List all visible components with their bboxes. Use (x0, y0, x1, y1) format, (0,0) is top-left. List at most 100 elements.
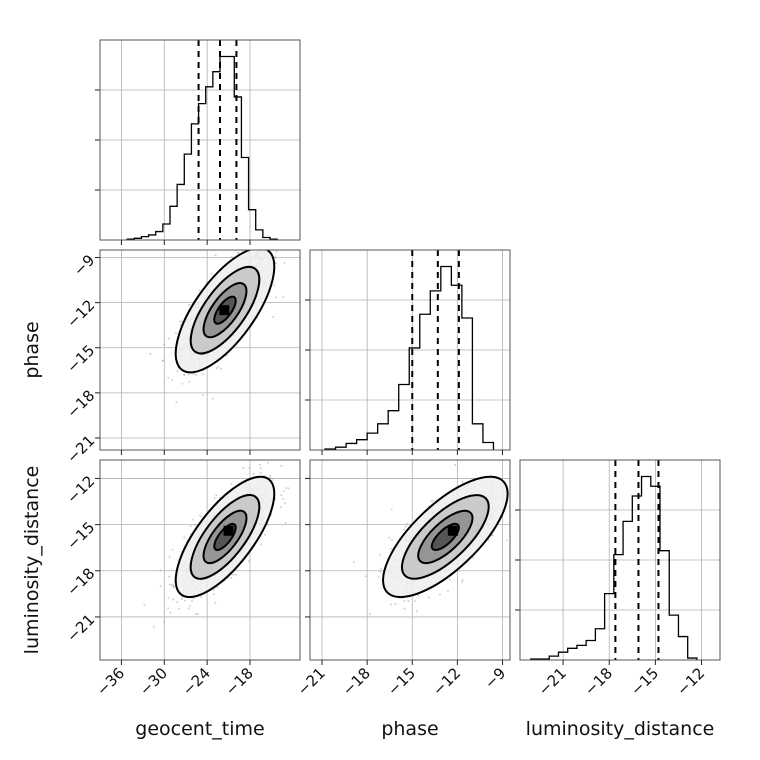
sample-point (282, 489, 285, 492)
sample-point (176, 370, 179, 373)
sample-point (521, 491, 523, 493)
sample-point (214, 601, 217, 604)
sample-point (196, 613, 199, 616)
sample-point (272, 248, 274, 250)
sample-point (188, 605, 191, 607)
sample-point (254, 243, 256, 245)
sample-point (171, 598, 174, 601)
density-peak (219, 305, 230, 316)
sample-point (448, 578, 451, 581)
histogram-phase (324, 265, 495, 450)
sample-point (454, 464, 457, 466)
sample-point (512, 500, 514, 502)
sample-point (200, 596, 203, 599)
sample-point (377, 576, 380, 579)
contour-line (430, 522, 460, 552)
sample-point (512, 476, 514, 478)
sample-point (511, 474, 513, 476)
panel-content (143, 461, 290, 628)
sample-point (163, 620, 166, 623)
scatter-panel-phase-luminosity_distance (309, 457, 523, 661)
sample-point (213, 497, 216, 500)
sample-point (180, 598, 183, 600)
sample-point (159, 585, 162, 588)
sample-point (287, 487, 290, 490)
sample-point (258, 244, 260, 246)
density-peak (223, 525, 234, 536)
sample-point (215, 494, 218, 497)
contour-line (202, 509, 248, 565)
sample-point (198, 289, 201, 292)
sample-point (391, 539, 393, 541)
sample-point (188, 380, 191, 383)
sample-point (269, 476, 272, 479)
sample-point (259, 467, 262, 470)
sample-point (175, 401, 178, 404)
sample-point (352, 561, 355, 564)
sample-point (187, 373, 190, 376)
sample-point (403, 599, 406, 602)
contour-line (202, 282, 248, 339)
sample-point (512, 491, 514, 493)
sample-point (188, 303, 191, 306)
sample-point (505, 539, 508, 542)
sample-point (167, 607, 170, 610)
sample-point (195, 374, 198, 376)
sample-point (200, 515, 203, 518)
sample-point (267, 232, 269, 234)
sample-point (169, 611, 172, 614)
sample-point (194, 524, 197, 527)
histogram-luminosity_distance (530, 475, 698, 660)
contour-line (213, 522, 237, 551)
sample-point (432, 499, 435, 502)
sample-point (149, 352, 152, 355)
sample-point (230, 576, 233, 579)
sample-point (292, 234, 294, 236)
sample-point (237, 251, 240, 254)
sample-point (172, 586, 175, 589)
density-peak (447, 525, 458, 536)
sample-point (183, 536, 186, 539)
sample-point (430, 500, 433, 503)
x-tick-label: −9 (481, 664, 509, 692)
panel-content (149, 232, 294, 404)
sample-point (274, 256, 277, 259)
sample-point (171, 548, 174, 551)
contour-line (189, 494, 261, 580)
panel-frame (99, 39, 301, 241)
sample-point (415, 610, 418, 613)
sample-point (178, 607, 181, 610)
sample-point (168, 555, 171, 558)
sample-point (282, 498, 285, 500)
sample-point (380, 567, 382, 570)
sample-point (189, 525, 192, 528)
sample-point (461, 581, 463, 583)
sample-point (174, 331, 177, 334)
sample-point (378, 553, 381, 556)
sample-point (162, 343, 165, 346)
sample-point (199, 514, 201, 517)
sample-point (212, 593, 215, 596)
sample-point (274, 256, 277, 259)
sample-point (183, 373, 186, 376)
sample-point (394, 602, 397, 605)
sample-point (461, 579, 464, 581)
scatter-panel-geocent_time-phase (99, 232, 301, 451)
contour-line (382, 475, 509, 599)
sample-point (252, 472, 255, 475)
scatter-panel-geocent_time-luminosity_distance (99, 459, 301, 661)
sample-point (161, 359, 164, 362)
panel-frame (519, 459, 721, 661)
sample-point (183, 374, 186, 376)
hist-panel-geocent_time (95, 39, 301, 241)
sample-point (152, 625, 155, 628)
sample-point (230, 255, 233, 258)
sample-point (487, 457, 489, 459)
sample-point (168, 575, 170, 578)
sample-point (491, 534, 494, 537)
sample-point (269, 474, 272, 477)
sample-point (266, 461, 269, 464)
sample-point (180, 320, 183, 323)
sample-point (403, 528, 405, 531)
sample-point (264, 533, 267, 536)
